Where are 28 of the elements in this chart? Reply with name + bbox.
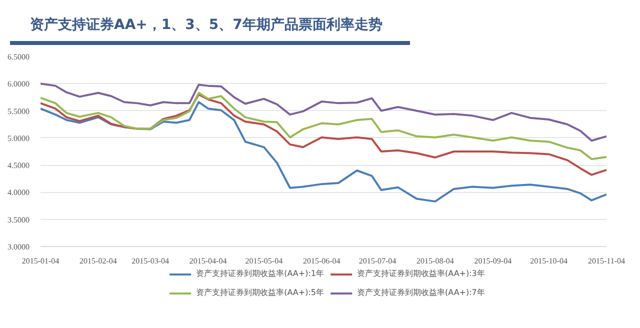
y-tick-label: 4.0000 [8,188,30,198]
x-tick-label: 2015-01-04 [22,256,60,266]
x-tick-label: 2015-08-04 [416,256,454,266]
legend-label: 资产支持证券到期收益率(AA+):1年 [196,268,324,279]
line-series [40,92,606,160]
y-tick-label: 5.0000 [8,134,30,143]
y-tick-label: 3.5000 [8,215,30,224]
line-series [40,94,606,176]
x-tick-label: 2015-04-04 [189,256,227,266]
x-tick-label: 2015-11-04 [588,256,626,266]
line-series [40,101,606,202]
x-tick-label: 2015-03-04 [132,256,170,266]
y-tick-label: 4.5000 [8,161,30,170]
y-tick-label: 3.0000 [8,242,30,252]
legend-label: 资产支持证券到期收益率(AA+):3年 [357,268,485,279]
legend-label: 资产支持证券到期收益率(AA+):7年 [357,287,485,298]
y-tick-label: 5.5000 [8,106,30,116]
x-tick-label: 2015-05-04 [245,256,283,266]
y-tick-label: 6.5000 [8,52,30,62]
y-tick-label: 6.0000 [8,80,30,89]
x-tick-label: 2015-07-04 [358,256,396,266]
chart-title: 资产支持证券AA+，1、3、5、7年期产品票面利率走势 [30,16,382,35]
legend-label: 资产支持证券到期收益率(AA+):5年 [196,287,324,298]
x-tick-label: 2015-09-04 [474,256,512,266]
line-series [40,82,606,142]
x-tick-label: 2015-06-04 [302,256,340,266]
x-tick-label: 2015-10-04 [530,256,568,266]
x-tick-label: 2015-02-04 [80,256,117,266]
